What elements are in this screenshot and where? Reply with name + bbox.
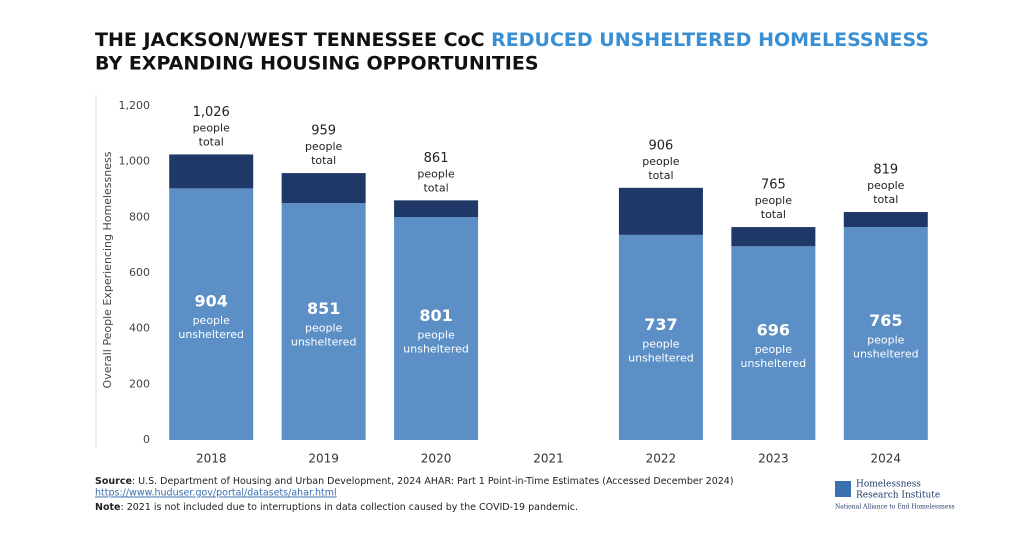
logo-icon <box>835 481 851 497</box>
value-caption: unsheltered <box>628 351 694 364</box>
x-tick-label: 2022 <box>646 452 677 466</box>
total-caption: people <box>193 121 231 134</box>
total-caption: people <box>755 194 793 207</box>
y-tick-label: 400 <box>129 322 150 335</box>
bar-segment <box>394 217 479 440</box>
note: Note: 2021 is not included due to interr… <box>95 502 578 513</box>
logo-tagline: National Alliance to End Homelessness <box>835 504 955 511</box>
total-caption: people <box>867 179 905 192</box>
bar-segment <box>169 154 254 189</box>
value-label: 696 <box>757 321 790 340</box>
x-tick-label: 2019 <box>308 452 339 466</box>
total-caption: total <box>199 135 224 148</box>
x-tick-label: 2020 <box>421 452 452 466</box>
total-label: 765 <box>761 178 786 193</box>
y-tick-label: 1,200 <box>119 99 151 112</box>
total-caption: people <box>305 140 343 153</box>
bar-segment <box>169 188 254 440</box>
bar-segment <box>731 227 816 247</box>
bar-segment <box>281 173 366 204</box>
note-label: Note <box>95 502 120 513</box>
value-caption: people <box>755 343 793 356</box>
total-label: 861 <box>424 151 449 166</box>
value-label: 801 <box>419 306 452 325</box>
total-caption: people <box>642 155 680 168</box>
logo-line: Homelessness <box>856 480 921 490</box>
total-label: 959 <box>311 124 336 139</box>
bar-segment <box>843 227 928 440</box>
total-label: 906 <box>649 138 674 153</box>
bar-segment <box>843 212 928 228</box>
value-caption: people <box>642 337 680 350</box>
y-tick-label: 600 <box>129 266 150 279</box>
value-label: 737 <box>644 315 677 334</box>
total-caption: total <box>423 181 448 194</box>
y-tick-label: 1,000 <box>119 155 151 168</box>
x-tick-label: 2024 <box>871 452 902 466</box>
x-tick-label: 2021 <box>533 452 564 466</box>
title-highlight: REDUCED UNSHELTERED HOMELESSNESS <box>491 29 929 51</box>
bar-segment <box>281 203 366 440</box>
y-tick-label: 800 <box>129 210 150 223</box>
title-part: THE JACKSON/WEST TENNESSEE CoC <box>95 29 485 51</box>
value-caption: unsheltered <box>291 336 357 349</box>
logo-line: Research Institute <box>856 491 940 501</box>
total-caption: people <box>417 167 455 180</box>
bar-segment <box>731 246 816 440</box>
bar-segment <box>618 187 703 235</box>
total-caption: total <box>648 169 673 182</box>
total-caption: total <box>761 208 786 221</box>
total-caption: total <box>311 154 336 167</box>
value-caption: unsheltered <box>178 328 244 341</box>
value-caption: unsheltered <box>853 348 919 361</box>
source-text: : U.S. Department of Housing and Urban D… <box>132 476 734 487</box>
value-caption: people <box>305 322 343 335</box>
source: Source: U.S. Department of Housing and U… <box>95 476 734 487</box>
bar-segment <box>618 234 703 440</box>
value-caption: unsheltered <box>741 357 807 370</box>
y-tick-label: 200 <box>129 377 150 390</box>
note-text: : 2021 is not included due to interrupti… <box>120 502 578 513</box>
chart-title-line2: BY EXPANDING HOUSING OPPORTUNITIES <box>95 53 539 75</box>
x-tick-label: 2023 <box>758 452 789 466</box>
total-label: 819 <box>873 163 898 178</box>
y-tick-label: 0 <box>143 433 150 446</box>
value-caption: people <box>417 329 455 342</box>
value-label: 851 <box>307 299 340 318</box>
value-caption: unsheltered <box>403 343 469 356</box>
source-url: https://www.huduser.gov/portal/datasets/… <box>95 488 337 499</box>
total-label: 1,026 <box>193 105 230 120</box>
value-label: 904 <box>195 292 228 311</box>
value-label: 765 <box>869 311 902 330</box>
total-caption: total <box>873 193 898 206</box>
bar-segment <box>394 200 479 218</box>
value-caption: people <box>867 334 905 347</box>
chart-title: THE JACKSON/WEST TENNESSEE CoC REDUCED U… <box>95 29 929 51</box>
x-tick-label: 2018 <box>196 452 227 466</box>
y-axis-label: Overall People Experiencing Homelessness <box>101 151 114 388</box>
value-caption: people <box>193 314 231 327</box>
source-label: Source <box>95 476 132 487</box>
